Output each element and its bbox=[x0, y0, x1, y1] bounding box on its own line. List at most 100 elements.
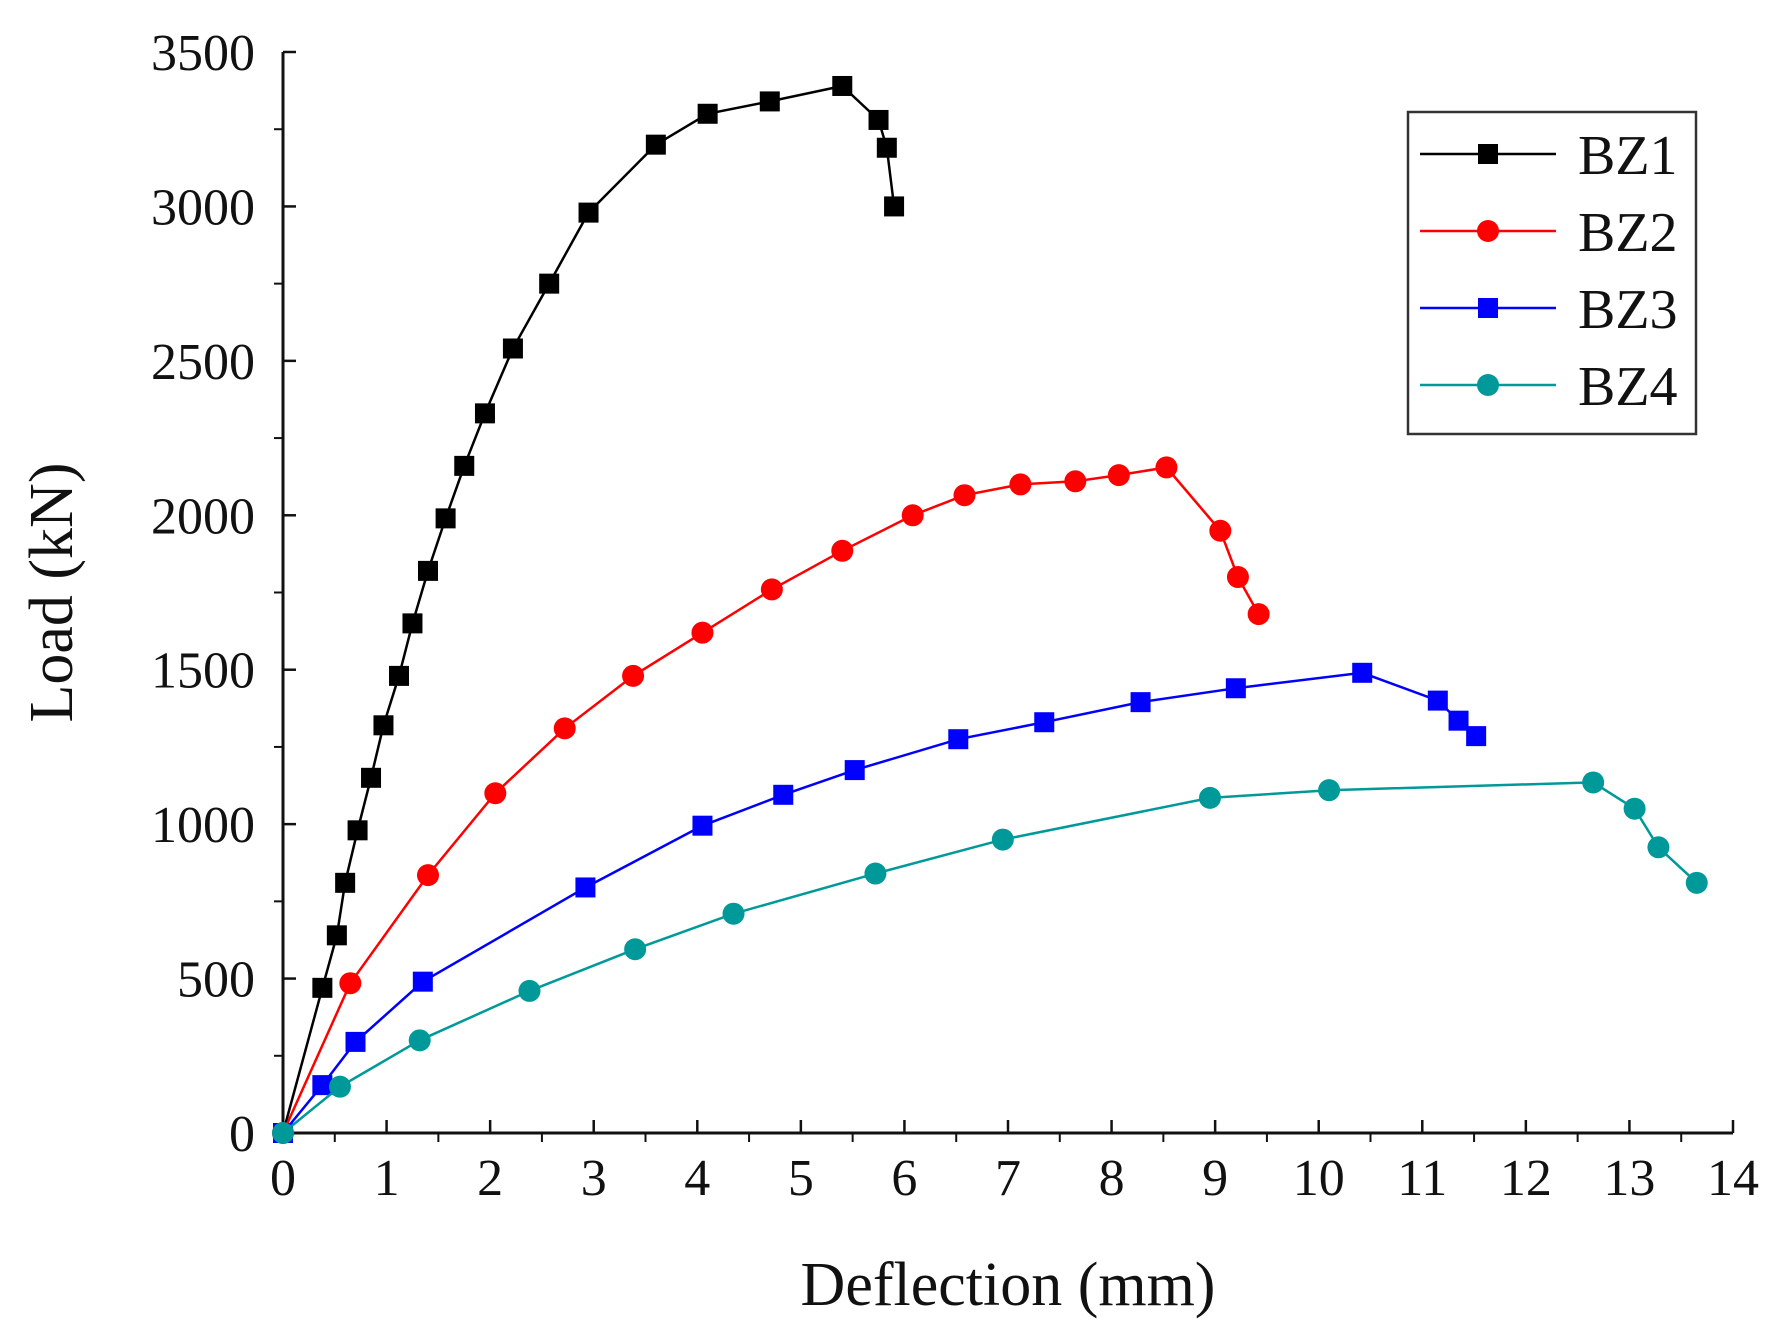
data-point-bz3 bbox=[575, 877, 596, 898]
x-tick-label: 11 bbox=[1397, 1150, 1447, 1207]
data-point-bz2 bbox=[953, 484, 976, 507]
data-point-bz4 bbox=[328, 1075, 351, 1098]
y-tick-label: 0 bbox=[229, 1106, 255, 1163]
x-tick-label: 5 bbox=[788, 1150, 814, 1207]
data-point-bz2 bbox=[831, 539, 854, 562]
data-point-bz1 bbox=[876, 137, 897, 158]
data-point-bz1 bbox=[312, 977, 333, 998]
data-point-bz1 bbox=[539, 273, 560, 294]
data-point-bz4 bbox=[1623, 797, 1646, 820]
data-point-bz2 bbox=[553, 717, 576, 740]
data-point-bz2 bbox=[1247, 603, 1270, 626]
data-point-bz4 bbox=[1582, 771, 1605, 794]
y-tick-label: 500 bbox=[177, 952, 255, 1009]
legend-label-bz2: BZ2 bbox=[1578, 202, 1678, 264]
y-tick-label: 3500 bbox=[151, 25, 255, 82]
series-line-bz2 bbox=[281, 466, 1260, 1134]
series-line-bz3 bbox=[282, 671, 1477, 1134]
legend-label-bz1: BZ1 bbox=[1578, 125, 1678, 187]
data-point-bz1 bbox=[347, 820, 368, 841]
data-point-bz1 bbox=[578, 202, 599, 223]
data-point-bz4 bbox=[624, 938, 647, 961]
data-point-bz2 bbox=[1107, 464, 1130, 487]
data-point-bz2 bbox=[339, 972, 362, 995]
data-point-bz3 bbox=[1352, 662, 1373, 683]
x-tick-label: 8 bbox=[1099, 1150, 1125, 1207]
x-tick-label: 7 bbox=[995, 1150, 1021, 1207]
data-point-bz4 bbox=[864, 862, 887, 885]
data-point-bz3 bbox=[1225, 678, 1246, 699]
legend-label-bz3: BZ3 bbox=[1578, 279, 1678, 341]
data-point-bz1 bbox=[502, 338, 523, 359]
series-line-bz4 bbox=[282, 781, 1698, 1134]
x-tick-label: 13 bbox=[1603, 1150, 1655, 1207]
y-tick-label: 3000 bbox=[151, 179, 255, 236]
data-point-bz1 bbox=[697, 103, 718, 124]
data-point-bz1 bbox=[373, 715, 394, 736]
data-point-bz4 bbox=[1198, 786, 1221, 809]
data-point-bz1 bbox=[884, 196, 905, 217]
data-point-bz4 bbox=[991, 828, 1014, 851]
data-point-bz2 bbox=[691, 621, 714, 644]
legend-marker-bz3 bbox=[1478, 298, 1498, 318]
legend-marker-bz1 bbox=[1478, 144, 1498, 164]
data-point-bz3 bbox=[1034, 712, 1055, 733]
data-point-bz4 bbox=[722, 902, 745, 925]
x-axis-title: Deflection (mm) bbox=[801, 1251, 1216, 1319]
x-tick-label: 9 bbox=[1202, 1150, 1228, 1207]
y-tick-label: 2500 bbox=[151, 334, 255, 391]
x-tick-label: 0 bbox=[270, 1150, 296, 1207]
data-point-bz2 bbox=[622, 664, 645, 687]
data-point-bz2 bbox=[1226, 566, 1249, 589]
x-tick-label: 1 bbox=[374, 1150, 400, 1207]
data-point-bz2 bbox=[484, 782, 507, 805]
data-point-bz3 bbox=[692, 815, 713, 836]
legend-box bbox=[1406, 110, 1698, 436]
data-point-bz2 bbox=[1209, 519, 1232, 542]
data-point-bz3 bbox=[1130, 692, 1151, 713]
data-point-bz4 bbox=[1685, 871, 1708, 894]
x-tick-label: 3 bbox=[581, 1150, 607, 1207]
data-point-bz1 bbox=[832, 75, 853, 96]
x-tick-label: 14 bbox=[1707, 1150, 1759, 1207]
legend-marker-bz2 bbox=[1477, 220, 1499, 242]
x-tick-label: 10 bbox=[1293, 1150, 1345, 1207]
data-point-bz2 bbox=[1155, 456, 1178, 479]
data-point-bz3 bbox=[1427, 690, 1448, 711]
data-point-bz1 bbox=[361, 767, 382, 788]
x-tick-label: 12 bbox=[1500, 1150, 1552, 1207]
data-point-bz4 bbox=[1318, 779, 1341, 802]
data-point-bz4 bbox=[272, 1122, 294, 1144]
data-point-bz4 bbox=[1647, 836, 1670, 859]
data-point-bz4 bbox=[408, 1029, 431, 1052]
x-tick-label: 2 bbox=[477, 1150, 503, 1207]
data-point-bz2 bbox=[1009, 473, 1032, 496]
data-point-bz2 bbox=[901, 504, 924, 527]
data-point-bz1 bbox=[389, 665, 409, 686]
x-tick-label: 4 bbox=[684, 1150, 710, 1207]
data-point-bz3 bbox=[773, 784, 794, 805]
data-point-bz1 bbox=[326, 925, 347, 946]
data-point-bz3 bbox=[844, 760, 865, 781]
data-point-bz2 bbox=[417, 864, 439, 887]
data-point-bz1 bbox=[454, 455, 475, 476]
data-point-bz3 bbox=[1466, 726, 1487, 747]
data-point-bz2 bbox=[1064, 470, 1087, 493]
data-point-bz1 bbox=[868, 109, 889, 130]
data-point-bz2 bbox=[760, 578, 783, 601]
data-point-bz3 bbox=[948, 729, 969, 750]
data-point-bz3 bbox=[345, 1031, 366, 1052]
y-tick-label: 1500 bbox=[151, 643, 255, 700]
data-point-bz3 bbox=[412, 971, 433, 992]
data-point-bz1 bbox=[759, 91, 780, 112]
x-tick-label: 6 bbox=[891, 1150, 917, 1207]
series-line-bz1 bbox=[281, 84, 896, 1134]
legend-marker-bz4 bbox=[1477, 374, 1499, 396]
data-point-bz4 bbox=[518, 979, 541, 1002]
data-point-bz1 bbox=[645, 134, 666, 155]
data-point-bz3 bbox=[1448, 710, 1469, 731]
data-point-bz1 bbox=[402, 613, 423, 634]
data-point-bz1 bbox=[474, 403, 495, 424]
